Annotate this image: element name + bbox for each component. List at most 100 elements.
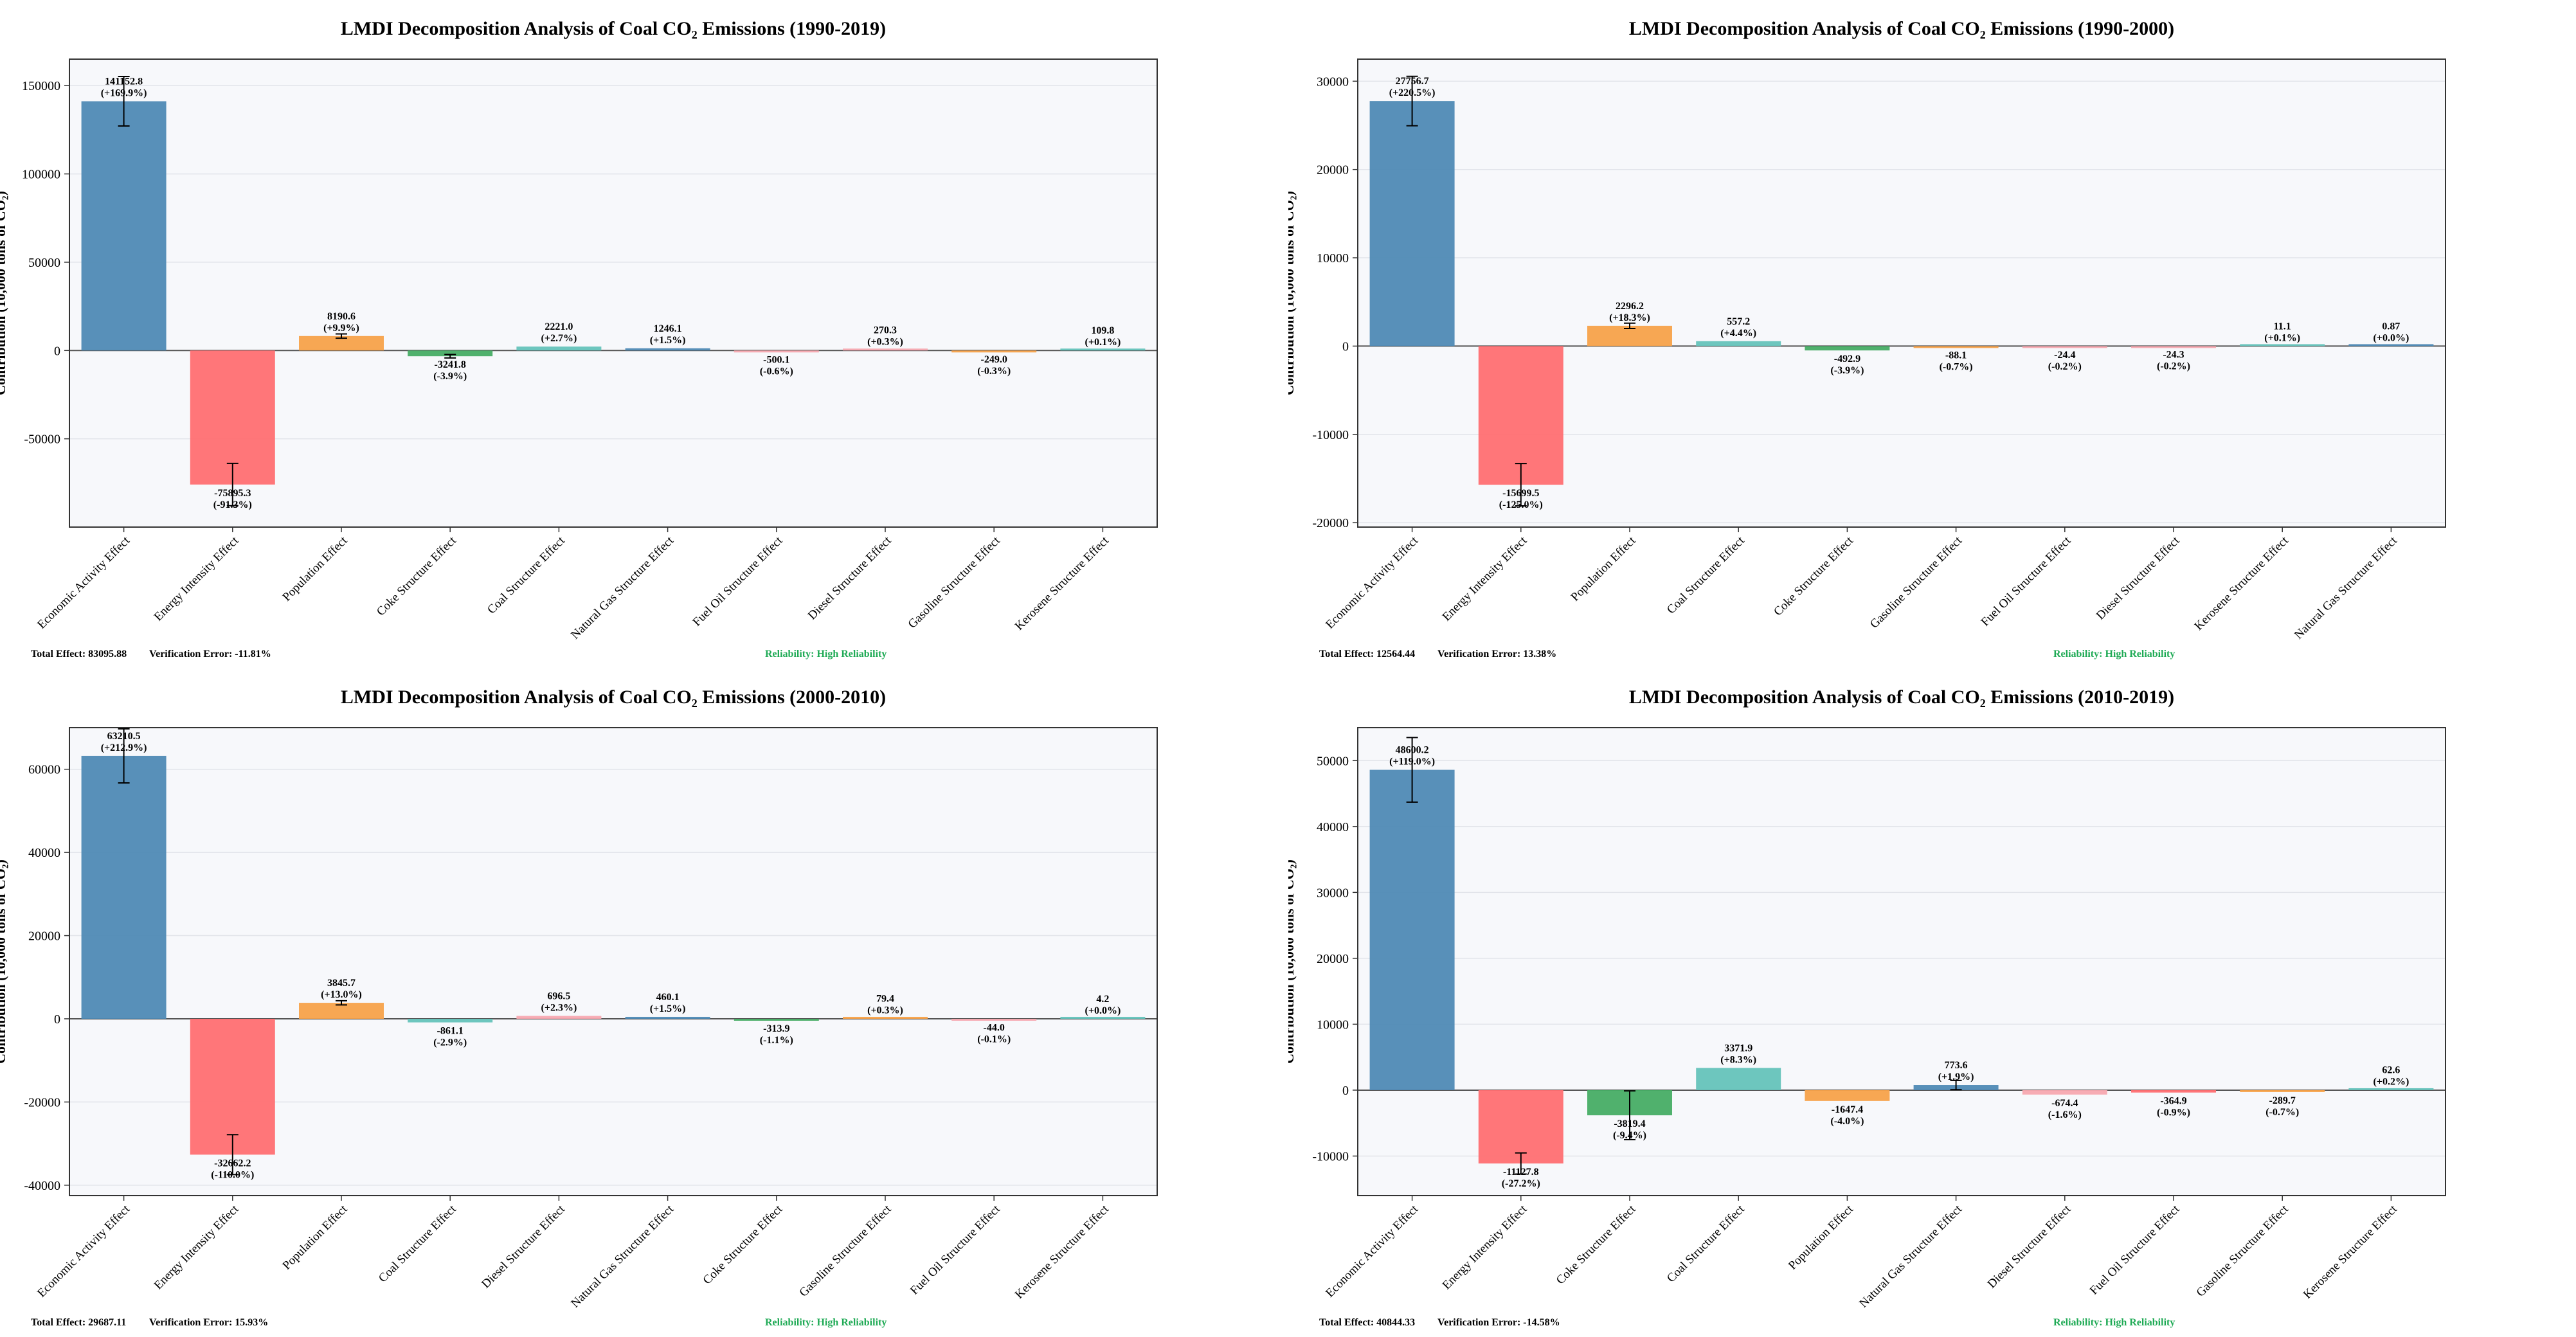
bar-percent-label: (+212.9%) (101, 742, 147, 753)
y-tick-label: 50000 (1317, 754, 1349, 768)
plot-frame (1357, 727, 2446, 1196)
x-category-label: Energy Intensity Effect (152, 534, 242, 624)
bar-value-label: 270.3 (874, 325, 897, 336)
y-tick-label: 30000 (1317, 75, 1349, 89)
x-category-label: Population Effect (280, 1202, 351, 1273)
x-category-label: Coke Structure Effect (1771, 534, 1856, 618)
x-category-label: Natural Gas Structure Effect (1857, 1202, 1965, 1310)
bar (843, 1016, 928, 1019)
y-tick-label: -20000 (1312, 516, 1349, 530)
total-effect-label: Total Effect: 40844.33 (1319, 1317, 1415, 1328)
bar-value-label: 2221.0 (545, 321, 573, 332)
bar-percent-label: (+1.5%) (650, 1003, 686, 1014)
bar-value-label: -44.0 (984, 1022, 1005, 1033)
total-effect-label: Total Effect: 83095.88 (31, 649, 127, 660)
y-tick-label: -10000 (1312, 428, 1349, 442)
y-tick-label: -20000 (24, 1095, 60, 1109)
bar-value-label: 2296.2 (1616, 301, 1644, 312)
bar (1696, 1068, 1781, 1090)
bar-percent-label: (+1.9%) (1938, 1072, 1974, 1082)
plot-frame (69, 727, 1158, 1196)
bar-percent-label: (-0.9%) (2157, 1108, 2190, 1118)
chart-panel-1990-2019: LMDI Decomposition Analysis of Coal CO₂ … (0, 0, 1288, 668)
x-category-label: Gasoline Structure Effect (906, 534, 1004, 631)
bar (1369, 769, 1455, 1090)
bar-value-label: 696.5 (547, 991, 570, 1001)
bar (1805, 1090, 1890, 1101)
bar (951, 350, 1037, 353)
x-category-label: Fuel Oil Structure Effect (1979, 534, 2074, 629)
bar-percent-label: (-0.7%) (1940, 362, 1973, 373)
plot-frame (1357, 58, 2446, 528)
bar-value-label: -88.1 (1945, 350, 1967, 361)
bar-percent-label: (+169.9%) (101, 88, 147, 99)
bar (1696, 341, 1781, 346)
x-category-label: Coal Structure Effect (485, 534, 568, 616)
x-category-label: Economic Activity Effect (35, 1202, 132, 1300)
x-category-label: Economic Activity Effect (1323, 1202, 1421, 1300)
y-tick-label: 20000 (28, 929, 60, 944)
bar-percent-label: (-110.0%) (211, 1169, 254, 1180)
y-axis-label: Contribution (10,000 tons of CO₂) (0, 191, 8, 395)
bar (1060, 348, 1146, 351)
bar-percent-label: (-1.1%) (760, 1035, 793, 1046)
y-tick-label: -40000 (24, 1179, 60, 1193)
chart-panel-1990-2000: LMDI Decomposition Analysis of Coal CO₂ … (1288, 0, 2576, 668)
bar-value-label: -289.7 (2269, 1095, 2296, 1106)
bar-percent-label: (+0.3%) (867, 337, 903, 348)
bar-value-label: -500.1 (763, 355, 789, 366)
y-tick-label: 0 (54, 344, 60, 358)
bar-percent-label: (-91.3%) (213, 499, 252, 510)
y-tick-label: 60000 (28, 763, 60, 777)
bar-value-label: 48600.2 (1396, 745, 1429, 756)
bar-value-label: 1246.1 (654, 323, 682, 334)
bar (1369, 101, 1455, 346)
bar-percent-label: (+2.3%) (541, 1002, 577, 1013)
bar-percent-label: (+13.0%) (321, 989, 362, 1000)
x-category-label: Fuel Oil Structure Effect (908, 1202, 1003, 1297)
bar-value-label: 773.6 (1945, 1060, 1968, 1071)
reliability-label: Reliability: High Reliability (765, 1317, 887, 1328)
bar-percent-label: (+0.1%) (2264, 332, 2300, 343)
chart-panel-2000-2010: LMDI Decomposition Analysis of Coal CO₂ … (0, 668, 1288, 1337)
chart-svg-2000-2010: LMDI Decomposition Analysis of Coal CO₂ … (0, 686, 1158, 1328)
verification-error-label: Verification Error: -11.81% (149, 649, 271, 660)
bar (734, 350, 819, 353)
chart-title: LMDI Decomposition Analysis of Coal CO₂ … (341, 686, 886, 708)
bar (2131, 1090, 2216, 1093)
bar-percent-label: (+0.2%) (2373, 1076, 2409, 1087)
verification-error-label: Verification Error: 13.38% (1437, 649, 1556, 660)
bar-percent-label: (+0.0%) (1085, 1005, 1121, 1016)
bar-percent-label: (+0.1%) (1085, 337, 1121, 348)
bar-value-label: -11127.8 (1503, 1167, 1539, 1178)
bar-value-label: -492.9 (1834, 354, 1860, 364)
bar-percent-label: (-3.9%) (1830, 365, 1864, 376)
x-category-label: Kerosene Structure Effect (1013, 1202, 1112, 1302)
bar-value-label: -15699.5 (1502, 488, 1539, 499)
bar-value-label: 460.1 (656, 992, 680, 1003)
bar (1478, 346, 1563, 485)
bar-percent-label: (+2.7%) (541, 333, 577, 344)
bar-percent-label: (+119.0%) (1389, 757, 1435, 767)
bar-percent-label: (-3.9%) (433, 371, 467, 382)
bar-value-label: 11.1 (2274, 321, 2291, 332)
total-effect-label: Total Effect: 12564.44 (1319, 649, 1415, 660)
y-axis-label: Contribution (10,000 tons of CO₂) (1288, 859, 1297, 1064)
bar (2131, 346, 2216, 348)
bar-percent-label: (-0.1%) (977, 1034, 1011, 1045)
bar-percent-label: (+8.3%) (1720, 1054, 1756, 1065)
bar-value-label: -249.0 (981, 354, 1007, 365)
x-category-label: Population Effect (1786, 1202, 1857, 1273)
x-category-label: Fuel Oil Structure Effect (2087, 1202, 2183, 1297)
bar (625, 1016, 710, 1019)
bar (190, 350, 275, 485)
bar-percent-label: (-4.0%) (1830, 1116, 1864, 1127)
bar-value-label: 62.6 (2382, 1064, 2400, 1075)
bar-percent-label: (+220.5%) (1389, 87, 1436, 98)
bar-percent-label: (+0.0%) (2373, 332, 2409, 343)
x-category-label: Fuel Oil Structure Effect (690, 534, 786, 629)
verification-error-label: Verification Error: -14.58% (1437, 1317, 1560, 1328)
bar (2240, 344, 2325, 346)
y-tick-label: 0 (54, 1012, 60, 1027)
bar (1060, 1016, 1146, 1019)
